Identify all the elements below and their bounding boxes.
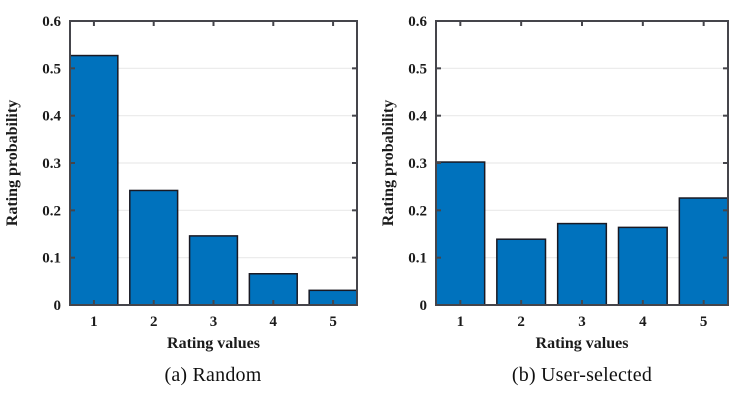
x-tick-label: 2 <box>517 314 525 330</box>
y-tick-label: 0.2 <box>42 203 61 219</box>
caption-b: (b) User-selected <box>511 364 653 386</box>
x-tick-label: 3 <box>578 314 586 330</box>
y-tick-label: 0.1 <box>42 251 61 267</box>
y-tick-label: 0.6 <box>408 14 427 30</box>
x-tick-label: 5 <box>329 314 337 330</box>
y-tick-label: 0.5 <box>408 61 427 77</box>
panel-a-random: 1 2 3 4 5 0 0.1 0.2 0.3 0.4 0.5 0.6 Rating values Rat… <box>4 14 358 386</box>
x-axis-label: Rating values <box>536 335 629 352</box>
y-tick-label: 0.2 <box>408 203 427 219</box>
x-tick-label: 1 <box>457 314 465 330</box>
y-tick-label: 0.1 <box>408 251 427 267</box>
y-axis-label: Rating probability <box>4 100 21 226</box>
x-tick-label: 5 <box>700 314 708 330</box>
y-tick-label: 0.4 <box>42 109 61 125</box>
bar-chart-user-selected: 1 2 3 4 5 0 0.1 0.2 0.3 0.4 0.5 0.6 Rating values Rat… <box>380 14 729 352</box>
x-tick-label: 1 <box>90 314 98 330</box>
bar-chart-random: 1 2 3 4 5 0 0.1 0.2 0.3 0.4 0.5 0.6 Rating values Rat… <box>4 14 358 352</box>
x-tick-label: 4 <box>270 314 278 330</box>
x-tick-label: 4 <box>639 314 647 330</box>
x-tick-label: 2 <box>150 314 158 330</box>
x-tick-label: 3 <box>210 314 218 330</box>
y-tick-label: 0.3 <box>42 156 61 172</box>
y-tick-label: 0.6 <box>42 14 61 30</box>
x-axis-label: Rating values <box>167 335 260 352</box>
y-tick-label: 0.5 <box>42 61 61 77</box>
y-tick-label: 0.3 <box>408 156 427 172</box>
y-tick-label: 0 <box>420 298 428 314</box>
y-axis-label: Rating probability <box>380 100 397 226</box>
y-tick-label: 0.4 <box>408 109 427 125</box>
y-tick-label: 0 <box>54 298 62 314</box>
caption-a: (a) Random <box>164 364 262 386</box>
panel-b-user-selected: 1 2 3 4 5 0 0.1 0.2 0.3 0.4 0.5 0.6 Rating values Rat… <box>376 0 752 402</box>
